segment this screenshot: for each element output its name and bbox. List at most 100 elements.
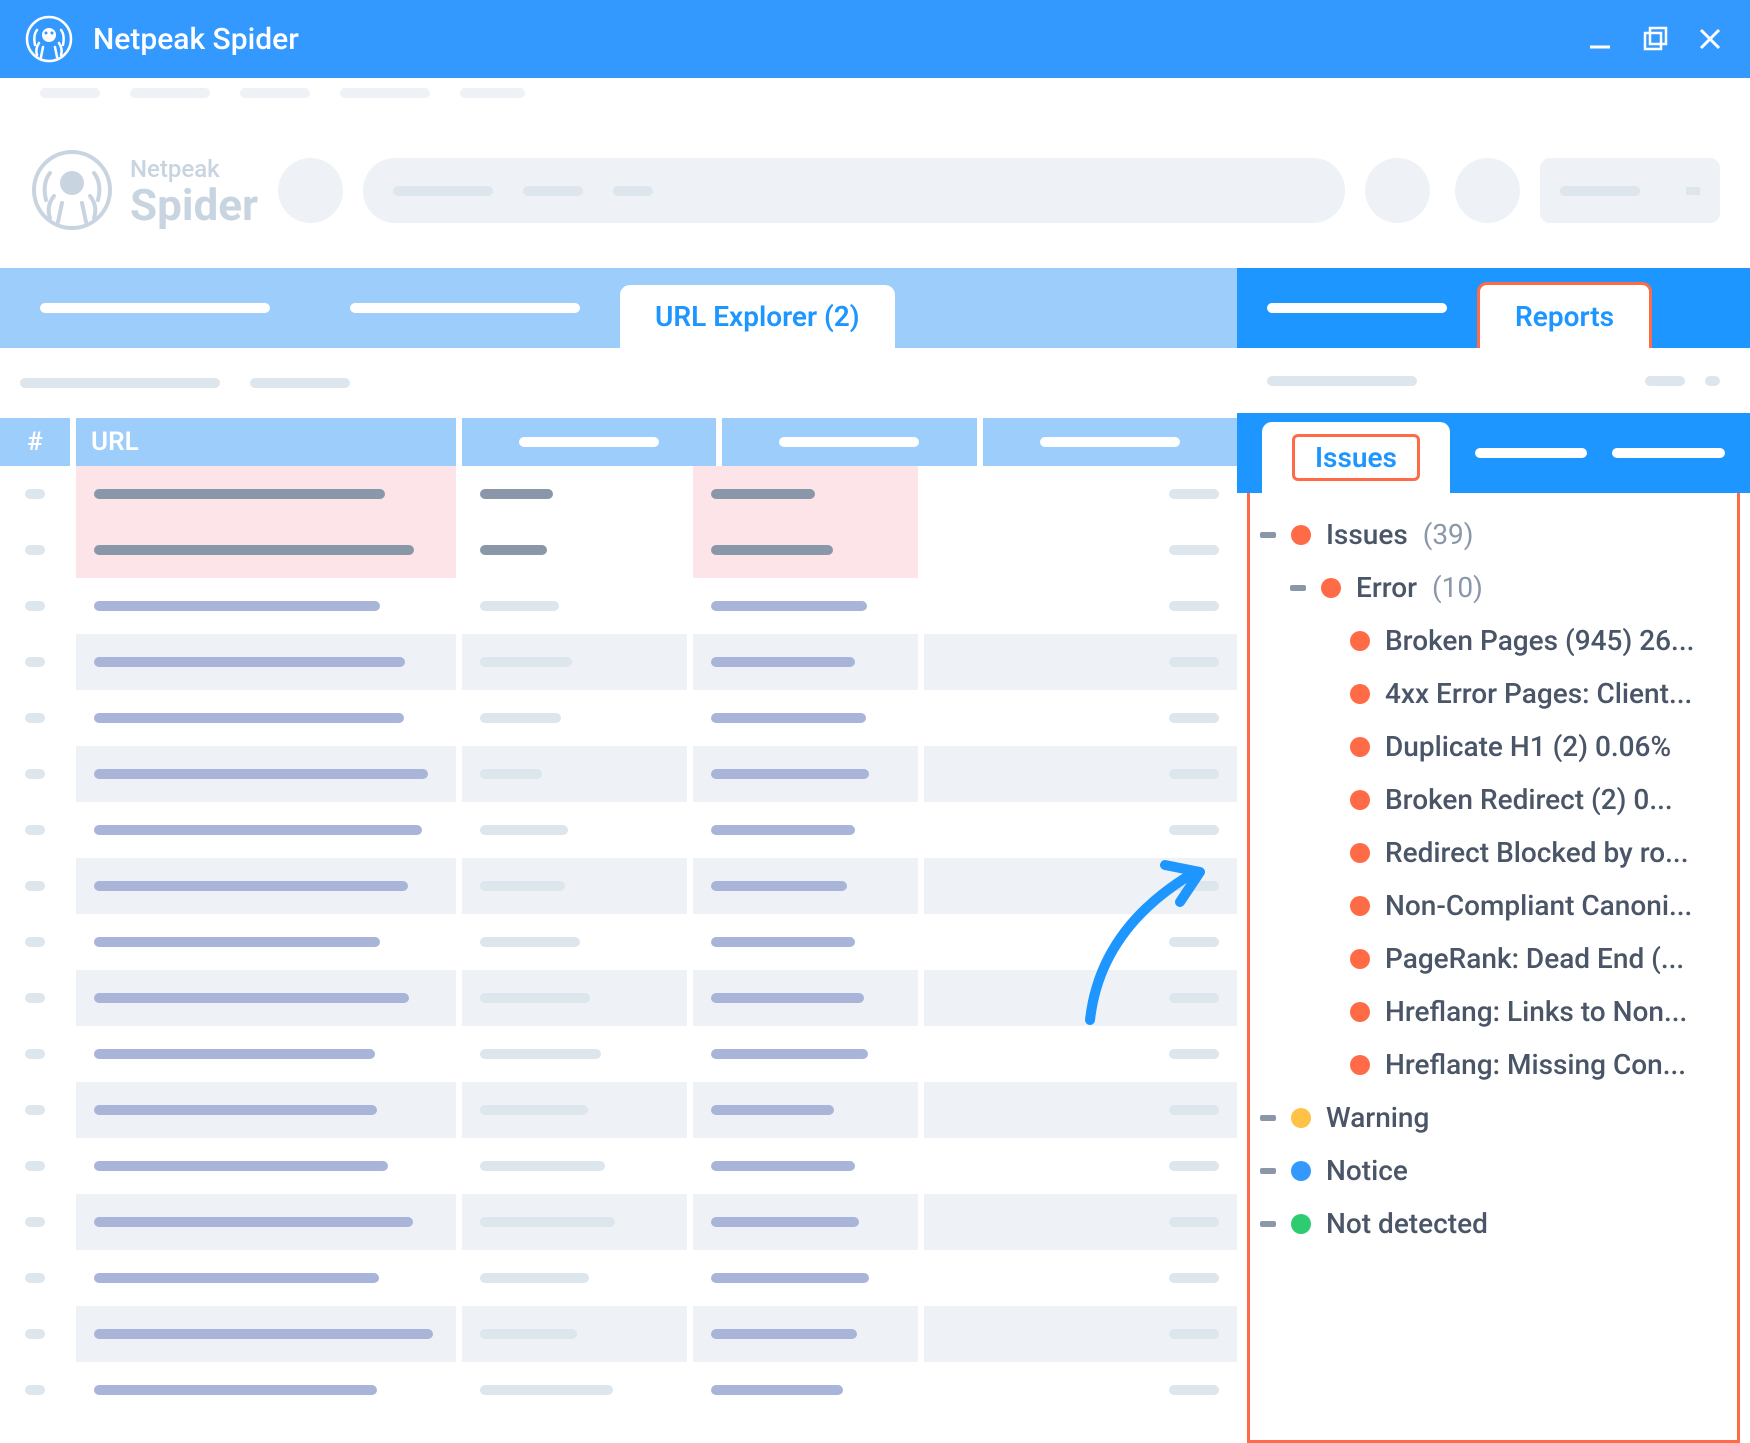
table-header: # URL bbox=[0, 418, 1237, 466]
menu-item[interactable] bbox=[40, 88, 100, 98]
issue-label: 4xx Error Pages: Client... bbox=[1385, 677, 1692, 710]
issue-item[interactable]: Not detected bbox=[1260, 1197, 1727, 1250]
issue-item[interactable]: Broken Pages (945) 26... bbox=[1260, 614, 1727, 667]
status-dot-icon bbox=[1291, 1161, 1311, 1181]
toolbar: Netpeak Spider bbox=[0, 113, 1750, 268]
sub-tabs bbox=[0, 348, 1237, 418]
issues-tabs: Issues bbox=[1237, 413, 1750, 493]
status-dot-icon bbox=[1291, 525, 1311, 545]
toolbar-button[interactable] bbox=[1365, 158, 1430, 223]
collapse-icon[interactable] bbox=[1260, 1115, 1276, 1121]
menu-item[interactable] bbox=[460, 88, 525, 98]
issue-label: Hreflang: Links to Non... bbox=[1385, 995, 1687, 1028]
issue-item[interactable]: Warning bbox=[1260, 1091, 1727, 1144]
toolbar-button[interactable] bbox=[1455, 158, 1520, 223]
table-row[interactable] bbox=[0, 858, 1237, 914]
issue-item[interactable]: Broken Redirect (2) 0... bbox=[1260, 773, 1727, 826]
status-dot-icon bbox=[1350, 1055, 1370, 1075]
issue-count: (10) bbox=[1432, 571, 1483, 604]
left-panel: URL Explorer (2) # URL bbox=[0, 268, 1237, 1443]
table-row[interactable] bbox=[0, 1306, 1237, 1362]
menu-item[interactable] bbox=[240, 88, 310, 98]
issue-item[interactable]: Error(10) bbox=[1260, 561, 1727, 614]
table-row[interactable] bbox=[0, 1362, 1237, 1418]
status-dot-icon bbox=[1350, 631, 1370, 651]
table-row[interactable] bbox=[0, 578, 1237, 634]
table-row[interactable] bbox=[0, 746, 1237, 802]
brand-logo: Netpeak Spider bbox=[30, 148, 258, 233]
table-row[interactable] bbox=[0, 634, 1237, 690]
right-tabs: Reports bbox=[1237, 268, 1750, 348]
status-dot-icon bbox=[1291, 1214, 1311, 1234]
col-num[interactable]: # bbox=[0, 418, 70, 466]
issue-label: PageRank: Dead End (... bbox=[1385, 942, 1684, 975]
status-dot-icon bbox=[1350, 790, 1370, 810]
titlebar: Netpeak Spider bbox=[0, 0, 1750, 78]
issue-label: Broken Pages (945) 26... bbox=[1385, 624, 1694, 657]
status-dot-icon bbox=[1350, 1002, 1370, 1022]
issue-label: Duplicate H1 (2) 0.06% bbox=[1385, 730, 1671, 763]
table-body bbox=[0, 466, 1237, 1443]
table-row[interactable] bbox=[0, 914, 1237, 970]
main-tabs: URL Explorer (2) bbox=[0, 268, 1237, 348]
url-input[interactable] bbox=[363, 158, 1345, 223]
table-row[interactable] bbox=[0, 466, 1237, 522]
issue-label: Redirect Blocked by ro... bbox=[1385, 836, 1688, 869]
table-row[interactable] bbox=[0, 802, 1237, 858]
table-row[interactable] bbox=[0, 522, 1237, 578]
table-row[interactable] bbox=[0, 1250, 1237, 1306]
issue-item[interactable]: Issues(39) bbox=[1260, 508, 1727, 561]
col-4[interactable] bbox=[722, 418, 976, 466]
table-row[interactable] bbox=[0, 1138, 1237, 1194]
toolbar-button[interactable] bbox=[278, 158, 343, 223]
tab[interactable] bbox=[1267, 303, 1447, 313]
filter[interactable] bbox=[20, 378, 220, 388]
table-row[interactable] bbox=[0, 1026, 1237, 1082]
status-dot-icon bbox=[1350, 737, 1370, 757]
issue-item[interactable]: 4xx Error Pages: Client... bbox=[1260, 667, 1727, 720]
issue-item[interactable]: Redirect Blocked by ro... bbox=[1260, 826, 1727, 879]
tab[interactable] bbox=[40, 303, 270, 313]
issue-label: Non-Compliant Canoni... bbox=[1385, 889, 1692, 922]
tab[interactable] bbox=[1475, 448, 1588, 458]
toolbar-dropdown[interactable] bbox=[1540, 158, 1720, 223]
tab-issues[interactable]: Issues bbox=[1262, 422, 1450, 493]
tab-reports[interactable]: Reports bbox=[1477, 282, 1652, 348]
table-row[interactable] bbox=[0, 1194, 1237, 1250]
issue-item[interactable]: PageRank: Dead End (... bbox=[1260, 932, 1727, 985]
issue-item[interactable]: Duplicate H1 (2) 0.06% bbox=[1260, 720, 1727, 773]
issue-item[interactable]: Notice bbox=[1260, 1144, 1727, 1197]
tab-url-explorer[interactable]: URL Explorer (2) bbox=[620, 285, 895, 348]
tab[interactable] bbox=[350, 303, 580, 313]
table-row[interactable] bbox=[0, 1082, 1237, 1138]
menu-item[interactable] bbox=[130, 88, 210, 98]
issue-label: Notice bbox=[1326, 1154, 1408, 1187]
menu-item[interactable] bbox=[340, 88, 430, 98]
issue-count: (39) bbox=[1423, 518, 1474, 551]
right-panel: Reports Issues Issues(39)Error(10) Broken… bbox=[1237, 268, 1750, 1443]
status-dot-icon bbox=[1350, 684, 1370, 704]
table-row[interactable] bbox=[0, 690, 1237, 746]
issue-item[interactable]: Hreflang: Links to Non... bbox=[1260, 985, 1727, 1038]
filter[interactable] bbox=[250, 378, 350, 388]
tab[interactable] bbox=[1612, 448, 1725, 458]
collapse-icon[interactable] bbox=[1260, 1221, 1276, 1227]
collapse-icon[interactable] bbox=[1260, 532, 1276, 538]
col-5[interactable] bbox=[983, 418, 1237, 466]
window-title: Netpeak Spider bbox=[93, 22, 1585, 57]
issue-item[interactable]: Hreflang: Missing Con... bbox=[1260, 1038, 1727, 1091]
status-dot-icon bbox=[1350, 949, 1370, 969]
issue-label: Warning bbox=[1326, 1101, 1429, 1134]
col-3[interactable] bbox=[462, 418, 716, 466]
close-button[interactable] bbox=[1695, 24, 1725, 54]
status-dot-icon bbox=[1350, 896, 1370, 916]
maximize-button[interactable] bbox=[1640, 24, 1670, 54]
collapse-icon[interactable] bbox=[1290, 585, 1306, 591]
minimize-button[interactable] bbox=[1585, 24, 1615, 54]
table-row[interactable] bbox=[0, 970, 1237, 1026]
issue-label: Not detected bbox=[1326, 1207, 1488, 1240]
logo-text-2: Spider bbox=[130, 183, 258, 227]
col-url[interactable]: URL bbox=[76, 418, 456, 466]
issue-item[interactable]: Non-Compliant Canoni... bbox=[1260, 879, 1727, 932]
collapse-icon[interactable] bbox=[1260, 1168, 1276, 1174]
